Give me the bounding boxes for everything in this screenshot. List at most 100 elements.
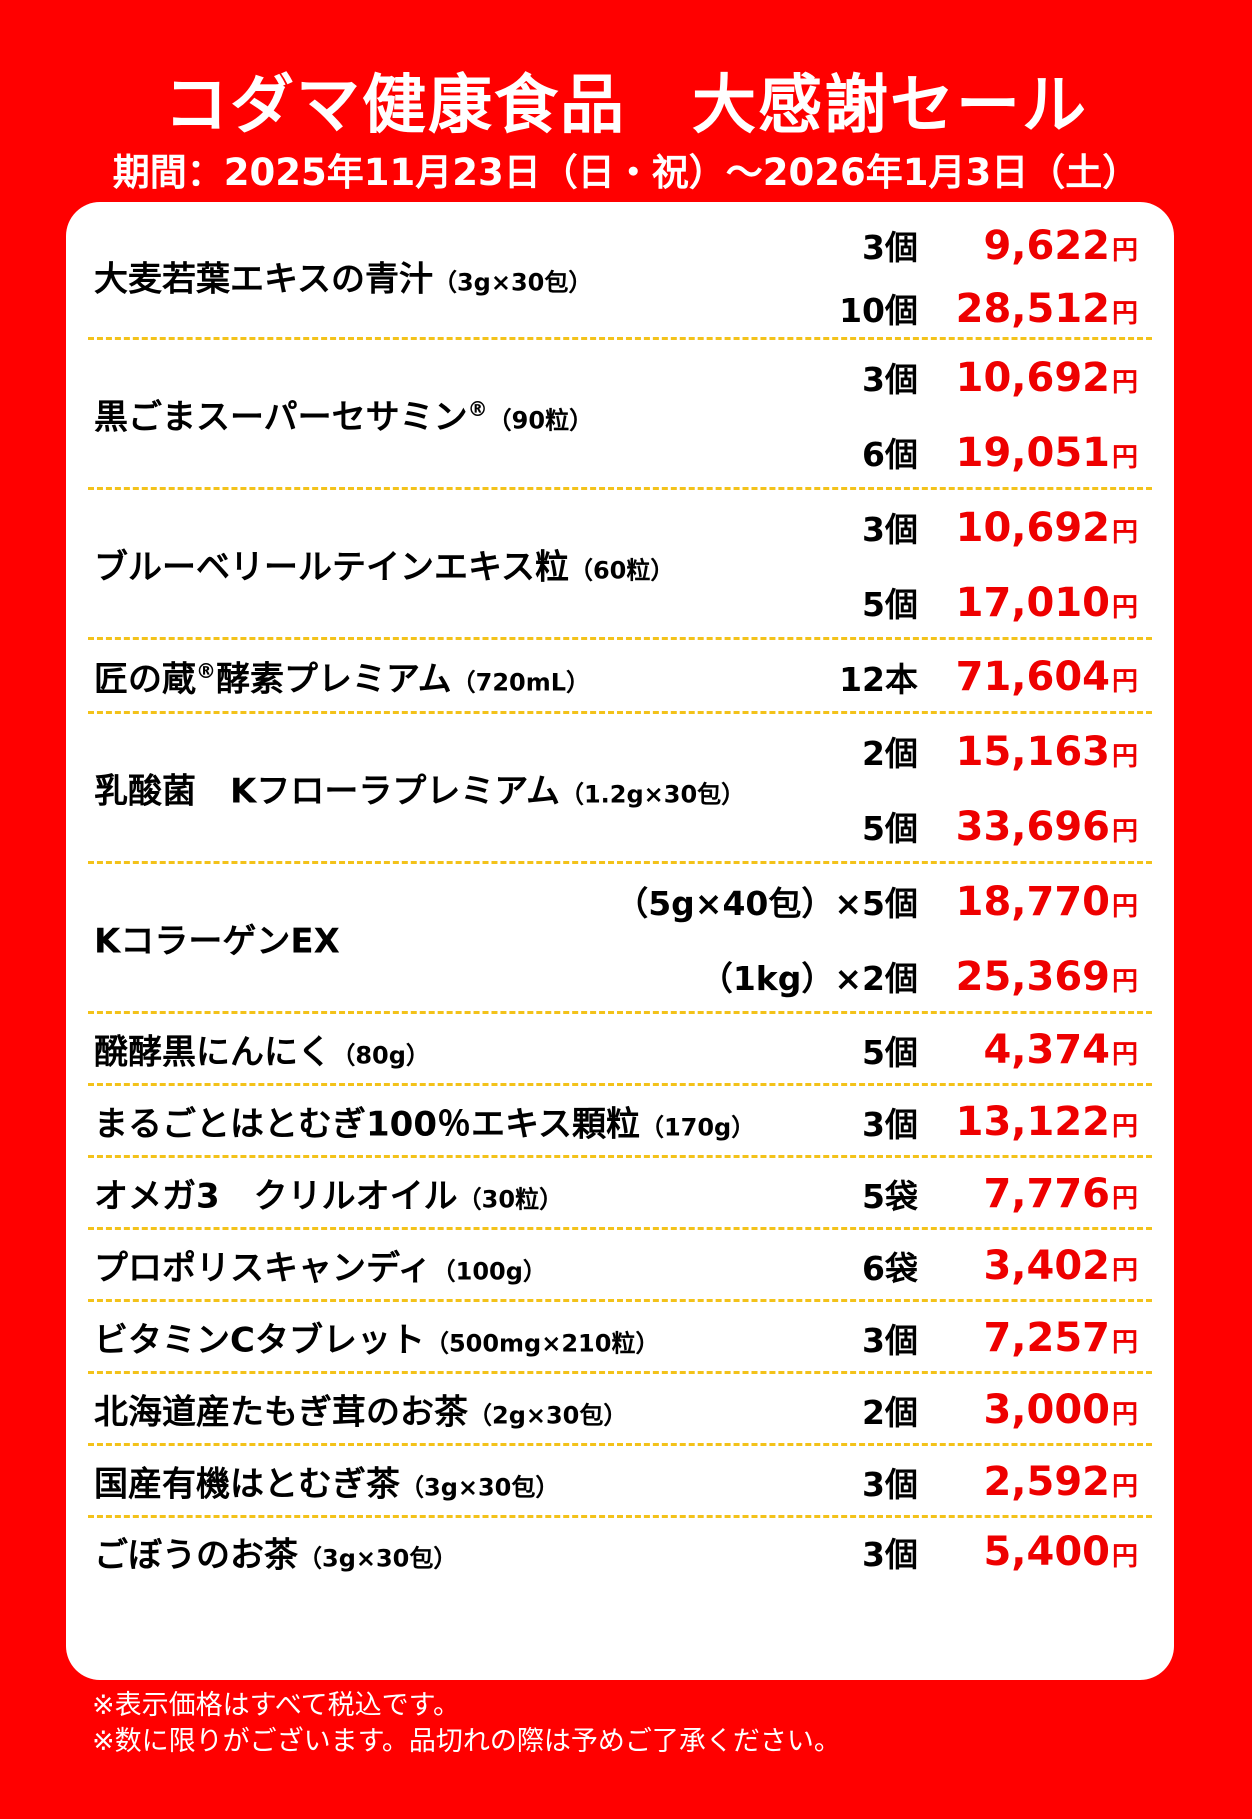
price-option: 5袋 7,776円 — [862, 1158, 1138, 1230]
price-value: 33,696 — [955, 803, 1110, 850]
yen-unit: 円 — [1111, 1400, 1138, 1430]
product-row: 乳酸菌 Kフローラプレミアム（1.2g×30包） 2個 15,163円 5個 33,69… — [88, 714, 1152, 864]
price-value: 4,374 — [983, 1027, 1110, 1073]
product-name-text: 北海道産たもぎ茸のお茶 — [94, 1392, 468, 1432]
product-name: 匠の蔵®酵素プレミアム（720mL） — [94, 651, 590, 700]
price: 71,604円 — [938, 641, 1138, 718]
product-name-text: ごぼうのお茶 — [94, 1535, 298, 1576]
price-option: 3個 7,257円 — [862, 1302, 1138, 1374]
product-name-text: 大麦若葉エキスの青汁 — [94, 259, 433, 299]
quantity: 5個 — [862, 1032, 918, 1072]
quantity: （1kg）×2個 — [699, 959, 918, 998]
quantity: 5個 — [862, 809, 918, 848]
quantity: 6袋 — [862, 1248, 918, 1288]
product-row: ブルーベリールテインエキス粒（60粒） 3個 10,692円 5個 17,010円 — [88, 490, 1152, 640]
price-option: 12本 71,604円 — [839, 641, 1138, 713]
product-name-text: プロポリスキャンディ — [94, 1248, 432, 1288]
note-stock: ※数に限りがございます。品切れの際は予めご了承ください。 — [92, 1726, 841, 1757]
yen-unit: 円 — [1111, 816, 1138, 847]
price-value: 2,592 — [983, 1459, 1110, 1505]
product-name: ごぼうのお茶（3g×30包） — [94, 1528, 457, 1577]
price-option: 2個 15,163円 — [862, 716, 1138, 788]
price-option: 6個 19,051円 — [862, 417, 1138, 489]
yen-unit: 円 — [1111, 741, 1138, 772]
product-name: KコラーゲンEX — [94, 913, 340, 962]
price-option: 3個 10,692円 — [862, 342, 1138, 414]
yen-unit: 円 — [1111, 367, 1138, 398]
price-value: 7,257 — [983, 1315, 1110, 1361]
price-value: 3,000 — [983, 1387, 1110, 1433]
price-option: 2個 3,000円 — [862, 1374, 1138, 1446]
quantity: 3個 — [862, 1320, 918, 1360]
price-value: 9,622 — [983, 222, 1110, 269]
price-option: 10個 28,512円 — [839, 273, 1138, 345]
quantity: 5個 — [862, 585, 918, 624]
quantity: 5袋 — [862, 1176, 918, 1216]
price-option: 3個 9,622円 — [862, 210, 1138, 282]
price-value: 19,051 — [955, 429, 1110, 476]
product-row: 国産有機はとむぎ茶（3g×30包） 3個 2,592円 — [88, 1446, 1152, 1518]
price-value: 13,122 — [955, 1099, 1110, 1145]
yen-unit: 円 — [1111, 1256, 1138, 1286]
price: 18,770円 — [938, 866, 1138, 943]
price-value: 28,512 — [955, 285, 1110, 332]
price-option: 3個 2,592円 — [862, 1446, 1138, 1518]
product-name: プロポリスキャンディ（100g） — [94, 1240, 547, 1289]
price: 9,622円 — [938, 210, 1138, 287]
yen-unit: 円 — [1111, 1328, 1138, 1358]
quantity: 3個 — [862, 1464, 918, 1504]
quantity: 12本 — [839, 659, 918, 699]
product-name: 国産有機はとむぎ茶（3g×30包） — [94, 1456, 559, 1505]
product-row: プロポリスキャンディ（100g） 6袋 3,402円 — [88, 1230, 1152, 1302]
price: 7,776円 — [938, 1158, 1138, 1235]
quantity: 6個 — [862, 435, 918, 474]
price-value: 71,604 — [955, 654, 1110, 700]
product-name-text: まるごとはとむぎ100％エキス顆粒 — [94, 1104, 640, 1144]
price-list-card: 大麦若葉エキスの青汁（3g×30包） 3個 9,622円 10個 28,512円 黒ごまス… — [66, 202, 1174, 1680]
registered-mark: ® — [467, 396, 488, 421]
price-value: 7,776 — [983, 1171, 1110, 1217]
product-size: （3g×30包） — [298, 1544, 458, 1573]
price: 25,369円 — [938, 941, 1138, 1018]
yen-unit: 円 — [1111, 235, 1138, 266]
yen-unit: 円 — [1111, 1184, 1138, 1214]
price: 10,692円 — [938, 492, 1138, 569]
product-row: 大麦若葉エキスの青汁（3g×30包） 3個 9,622円 10個 28,512円 — [88, 214, 1152, 340]
price: 3,402円 — [938, 1230, 1138, 1307]
yen-unit: 円 — [1111, 1112, 1138, 1142]
product-name: 大麦若葉エキスの青汁（3g×30包） — [94, 251, 592, 300]
price: 2,592円 — [938, 1446, 1138, 1523]
product-name-text: 国産有機はとむぎ茶 — [94, 1464, 400, 1504]
notes: ※表示価格はすべて税込です。 ※数に限りがございます。品切れの際は予めご了承くだ… — [92, 1688, 841, 1760]
product-name-text-2: 酵素プレミアム — [216, 659, 452, 699]
product-row: ごぼうのお茶（3g×30包） 3個 5,400円 — [88, 1518, 1152, 1586]
price-value: 18,770 — [955, 878, 1110, 925]
yen-unit: 円 — [1111, 667, 1138, 697]
quantity: 3個 — [862, 1534, 918, 1574]
quantity: 3個 — [862, 228, 918, 267]
product-name-text: 黒ごまスーパーセサミン — [94, 397, 468, 437]
sale-period: 期間：2025年11月23日（日・祝）～2026年1月3日（土） — [112, 151, 1140, 194]
product-size: （100g） — [431, 1257, 547, 1285]
price-option: 5個 33,696円 — [862, 791, 1138, 863]
price-option: 3個 10,692円 — [862, 492, 1138, 564]
product-size: （1.2g×30包） — [559, 780, 746, 808]
product-row: まるごとはとむぎ100％エキス顆粒（170g） 3個 13,122円 — [88, 1086, 1152, 1158]
price-value: 25,369 — [955, 953, 1110, 1000]
price-value: 5,400 — [983, 1529, 1110, 1575]
product-name: 北海道産たもぎ茸のお茶（2g×30包） — [94, 1384, 627, 1433]
price: 3,000円 — [938, 1374, 1138, 1451]
price: 7,257円 — [938, 1302, 1138, 1379]
product-row: 匠の蔵®酵素プレミアム（720mL） 12本 71,604円 — [88, 640, 1152, 714]
yen-unit: 円 — [1111, 592, 1138, 623]
yen-unit: 円 — [1111, 1542, 1138, 1572]
product-name: オメガ3 クリルオイル（30粒） — [94, 1168, 563, 1217]
quantity: 3個 — [862, 510, 918, 549]
product-size: （500mg×210粒） — [424, 1329, 660, 1357]
price-option: 6袋 3,402円 — [862, 1230, 1138, 1302]
product-name-text: 乳酸菌 Kフローラプレミアム — [94, 771, 560, 811]
price-option: （1kg）×2個 25,369円 — [700, 941, 1138, 1013]
product-size: （90粒） — [487, 406, 594, 434]
product-row: ビタミンCタブレット（500mg×210粒） 3個 7,257円 — [88, 1302, 1152, 1374]
product-size: （2g×30包） — [468, 1401, 628, 1429]
